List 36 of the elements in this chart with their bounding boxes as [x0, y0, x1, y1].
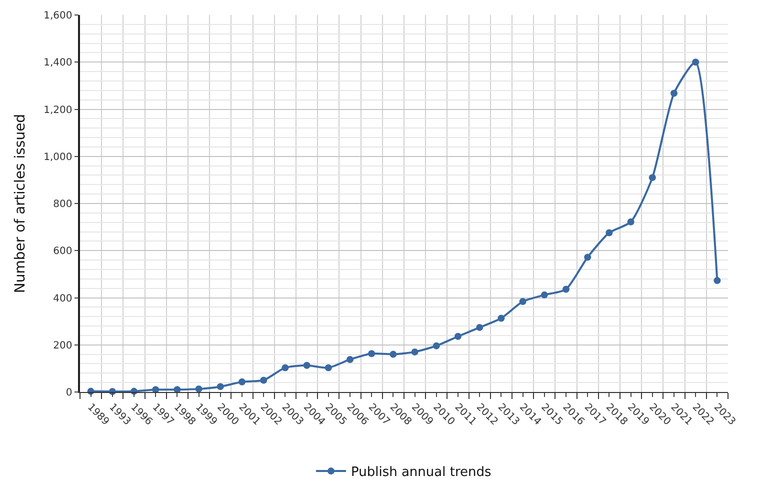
point [432, 342, 440, 350]
point [606, 229, 613, 236]
y-tick-label: 0 [66, 388, 72, 398]
point [540, 291, 548, 298]
y-tick-label: 600 [53, 246, 72, 258]
point [238, 378, 246, 386]
point [195, 385, 202, 392]
point [411, 348, 418, 356]
point [390, 350, 397, 358]
y-tick-label: 1,600 [44, 10, 72, 22]
point [670, 90, 678, 97]
point [584, 254, 592, 261]
point [498, 314, 505, 322]
y-tick-label: 200 [53, 340, 72, 352]
point [303, 362, 310, 369]
y-tick-label: 1,400 [44, 58, 72, 69]
point [454, 332, 462, 340]
point [627, 218, 634, 226]
point [519, 298, 526, 306]
point [692, 58, 700, 66]
point [476, 324, 484, 331]
point [368, 350, 376, 358]
point [346, 356, 354, 363]
y-tick-label: 1,200 [44, 104, 72, 116]
y-tick-label: 1,000 [44, 152, 72, 163]
point [216, 383, 224, 390]
point [260, 376, 268, 384]
legend-label: Publish annual trends [351, 465, 492, 480]
point [324, 364, 332, 372]
y-tick-label: 400 [53, 293, 72, 304]
y-tick-label: 800 [53, 199, 72, 210]
point [282, 364, 289, 372]
point [562, 286, 570, 293]
point [714, 277, 721, 284]
y-axis-title: Number of articles issued [12, 114, 29, 294]
point [648, 174, 656, 182]
